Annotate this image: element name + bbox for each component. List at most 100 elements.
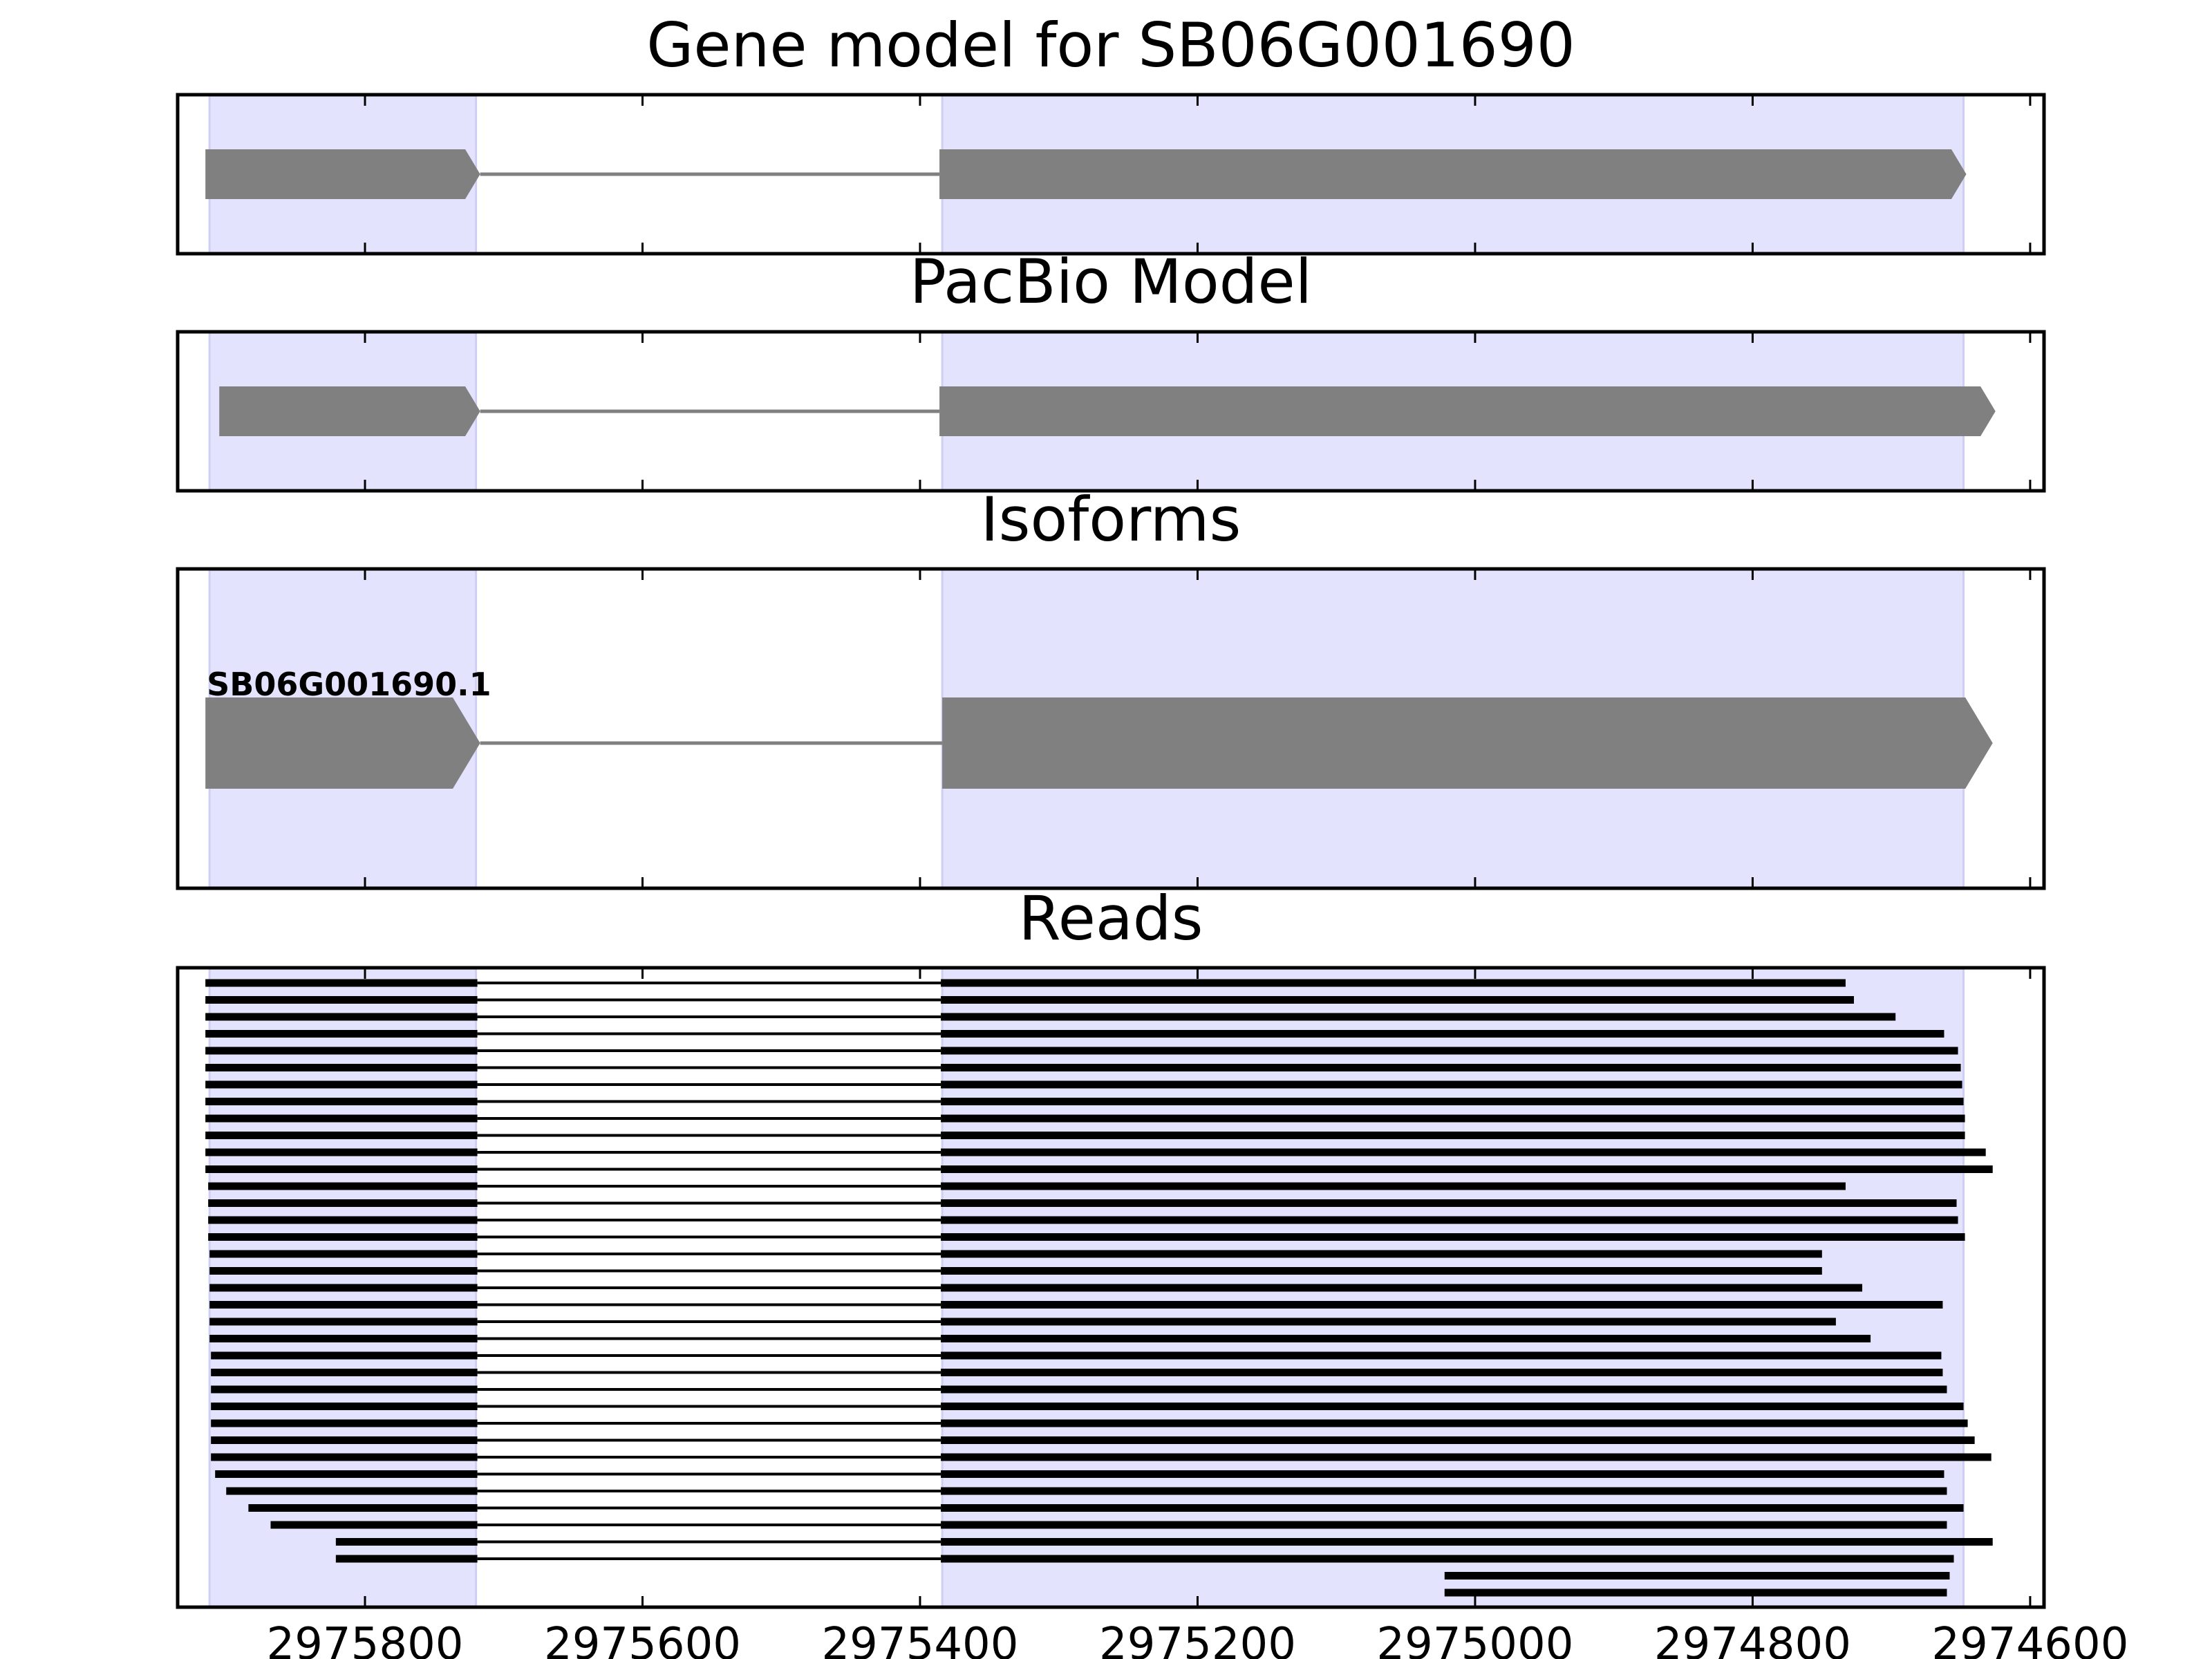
- read-exon-segment: [208, 1182, 478, 1190]
- read-exon-segment: [941, 1403, 1964, 1410]
- read-exon-segment: [211, 1419, 478, 1427]
- read-track: [205, 1013, 1896, 1021]
- panel-isoforms: Isoforms SB06G001690.1: [176, 484, 2046, 890]
- read-exon-segment: [211, 1369, 478, 1376]
- read-exon-segment: [941, 1419, 1968, 1427]
- exon-block: [205, 697, 480, 789]
- read-track: [208, 1199, 1957, 1207]
- read-exon-segment: [941, 1148, 1986, 1156]
- read-track: [208, 1182, 1846, 1190]
- read-exon-segment: [209, 1284, 478, 1292]
- read-exon-segment: [941, 1470, 1944, 1478]
- panel-title: Reads: [1019, 883, 1203, 954]
- read-exon-segment: [941, 979, 1846, 987]
- read-exon-segment: [215, 1470, 478, 1478]
- read-intron-segment: [477, 1303, 941, 1306]
- read-exon-segment: [941, 1132, 1965, 1139]
- read-exon-segment: [208, 1233, 478, 1241]
- read-exon-segment: [209, 1301, 478, 1309]
- panel-gene_model: Gene model for SB06G001690: [176, 10, 2046, 256]
- read-exon-segment: [941, 1538, 1993, 1546]
- read-track: [205, 1047, 1958, 1055]
- read-intron-segment: [477, 982, 941, 984]
- read-intron-segment: [477, 1100, 941, 1103]
- read-track: [211, 1453, 1991, 1461]
- read-exon-segment: [209, 1335, 478, 1342]
- read-exon-segment: [248, 1504, 478, 1512]
- axes-frame: [176, 93, 2046, 256]
- read-track: [211, 1351, 1942, 1360]
- read-exon-segment: [208, 1216, 478, 1224]
- read-track: [205, 1148, 1986, 1156]
- x-tick-label: 2974600: [1931, 1619, 2128, 1659]
- read-exon-segment: [941, 1318, 1836, 1326]
- read-exon-segment: [941, 1233, 1965, 1241]
- read-track: [211, 1436, 1975, 1444]
- read-exon-segment: [941, 996, 1854, 1004]
- read-exon-segment: [941, 1555, 1954, 1563]
- read-exon-segment: [941, 1047, 1958, 1055]
- read-intron-segment: [477, 1201, 941, 1205]
- read-intron-segment: [477, 1151, 941, 1154]
- read-intron-segment: [477, 1524, 941, 1526]
- read-exon-segment: [941, 1030, 1944, 1038]
- read-intron-segment: [477, 1472, 941, 1476]
- read-exon-segment: [941, 1521, 1947, 1529]
- read-track: [335, 1555, 1954, 1563]
- read-intron-segment: [477, 1320, 941, 1323]
- x-tick-label: 2975800: [266, 1619, 463, 1659]
- read-track: [205, 1132, 1965, 1139]
- read-track: [211, 1403, 1964, 1410]
- read-intron-segment: [477, 1557, 941, 1560]
- axes-frame: [176, 567, 2046, 890]
- read-exon-segment: [941, 1216, 1958, 1224]
- read-track: [209, 1335, 1871, 1342]
- read-exon-segment: [941, 1013, 1896, 1021]
- read-intron-segment: [477, 1337, 941, 1340]
- read-track: [211, 1419, 1968, 1427]
- isoform-label: SB06G001690.1: [207, 666, 491, 703]
- read-track: [209, 1284, 1863, 1292]
- read-intron-segment: [477, 1185, 941, 1188]
- read-intron-segment: [477, 1117, 941, 1120]
- read-exon-segment: [941, 1182, 1846, 1190]
- read-exon-segment: [205, 1064, 478, 1071]
- read-exon-segment: [335, 1555, 478, 1563]
- read-exon-segment: [941, 1335, 1871, 1342]
- read-track: [209, 1318, 1836, 1326]
- panel-pacbio: PacBio Model: [176, 246, 2046, 493]
- read-intron-segment: [477, 1388, 941, 1391]
- read-intron-segment: [477, 1456, 941, 1459]
- read-exon-segment: [205, 1013, 478, 1021]
- read-exon-segment: [211, 1453, 478, 1461]
- read-exon-segment: [226, 1487, 478, 1495]
- read-exon-segment: [941, 1351, 1942, 1360]
- read-exon-segment: [209, 1318, 478, 1326]
- exon-block: [942, 697, 1993, 789]
- read-exon-segment: [941, 1487, 1947, 1495]
- read-track: [205, 1098, 1964, 1105]
- read-track: [1444, 1572, 1950, 1580]
- read-track: [205, 1114, 1965, 1123]
- read-exon-segment: [1444, 1588, 1947, 1597]
- read-track: [205, 1165, 1993, 1173]
- read-intron-segment: [477, 998, 941, 1002]
- read-track: [211, 1385, 1947, 1394]
- read-exon-segment: [205, 1080, 478, 1089]
- read-exon-segment: [941, 1436, 1975, 1444]
- read-exon-segment: [205, 979, 478, 987]
- read-track: [211, 1369, 1943, 1376]
- read-intron-segment: [477, 1134, 941, 1137]
- read-track: [205, 1080, 1962, 1089]
- read-exon-segment: [205, 1047, 478, 1055]
- axes-frame: [176, 330, 2046, 493]
- panel-reads: Reads: [176, 883, 2046, 1609]
- read-intron-segment: [477, 1168, 941, 1171]
- x-tick-label: 2975000: [1376, 1619, 1573, 1659]
- read-exon-segment: [205, 1148, 478, 1156]
- read-track: [205, 1064, 1961, 1071]
- read-exon-segment: [211, 1351, 478, 1360]
- read-intron-segment: [477, 1253, 941, 1255]
- read-exon-segment: [941, 1064, 1961, 1071]
